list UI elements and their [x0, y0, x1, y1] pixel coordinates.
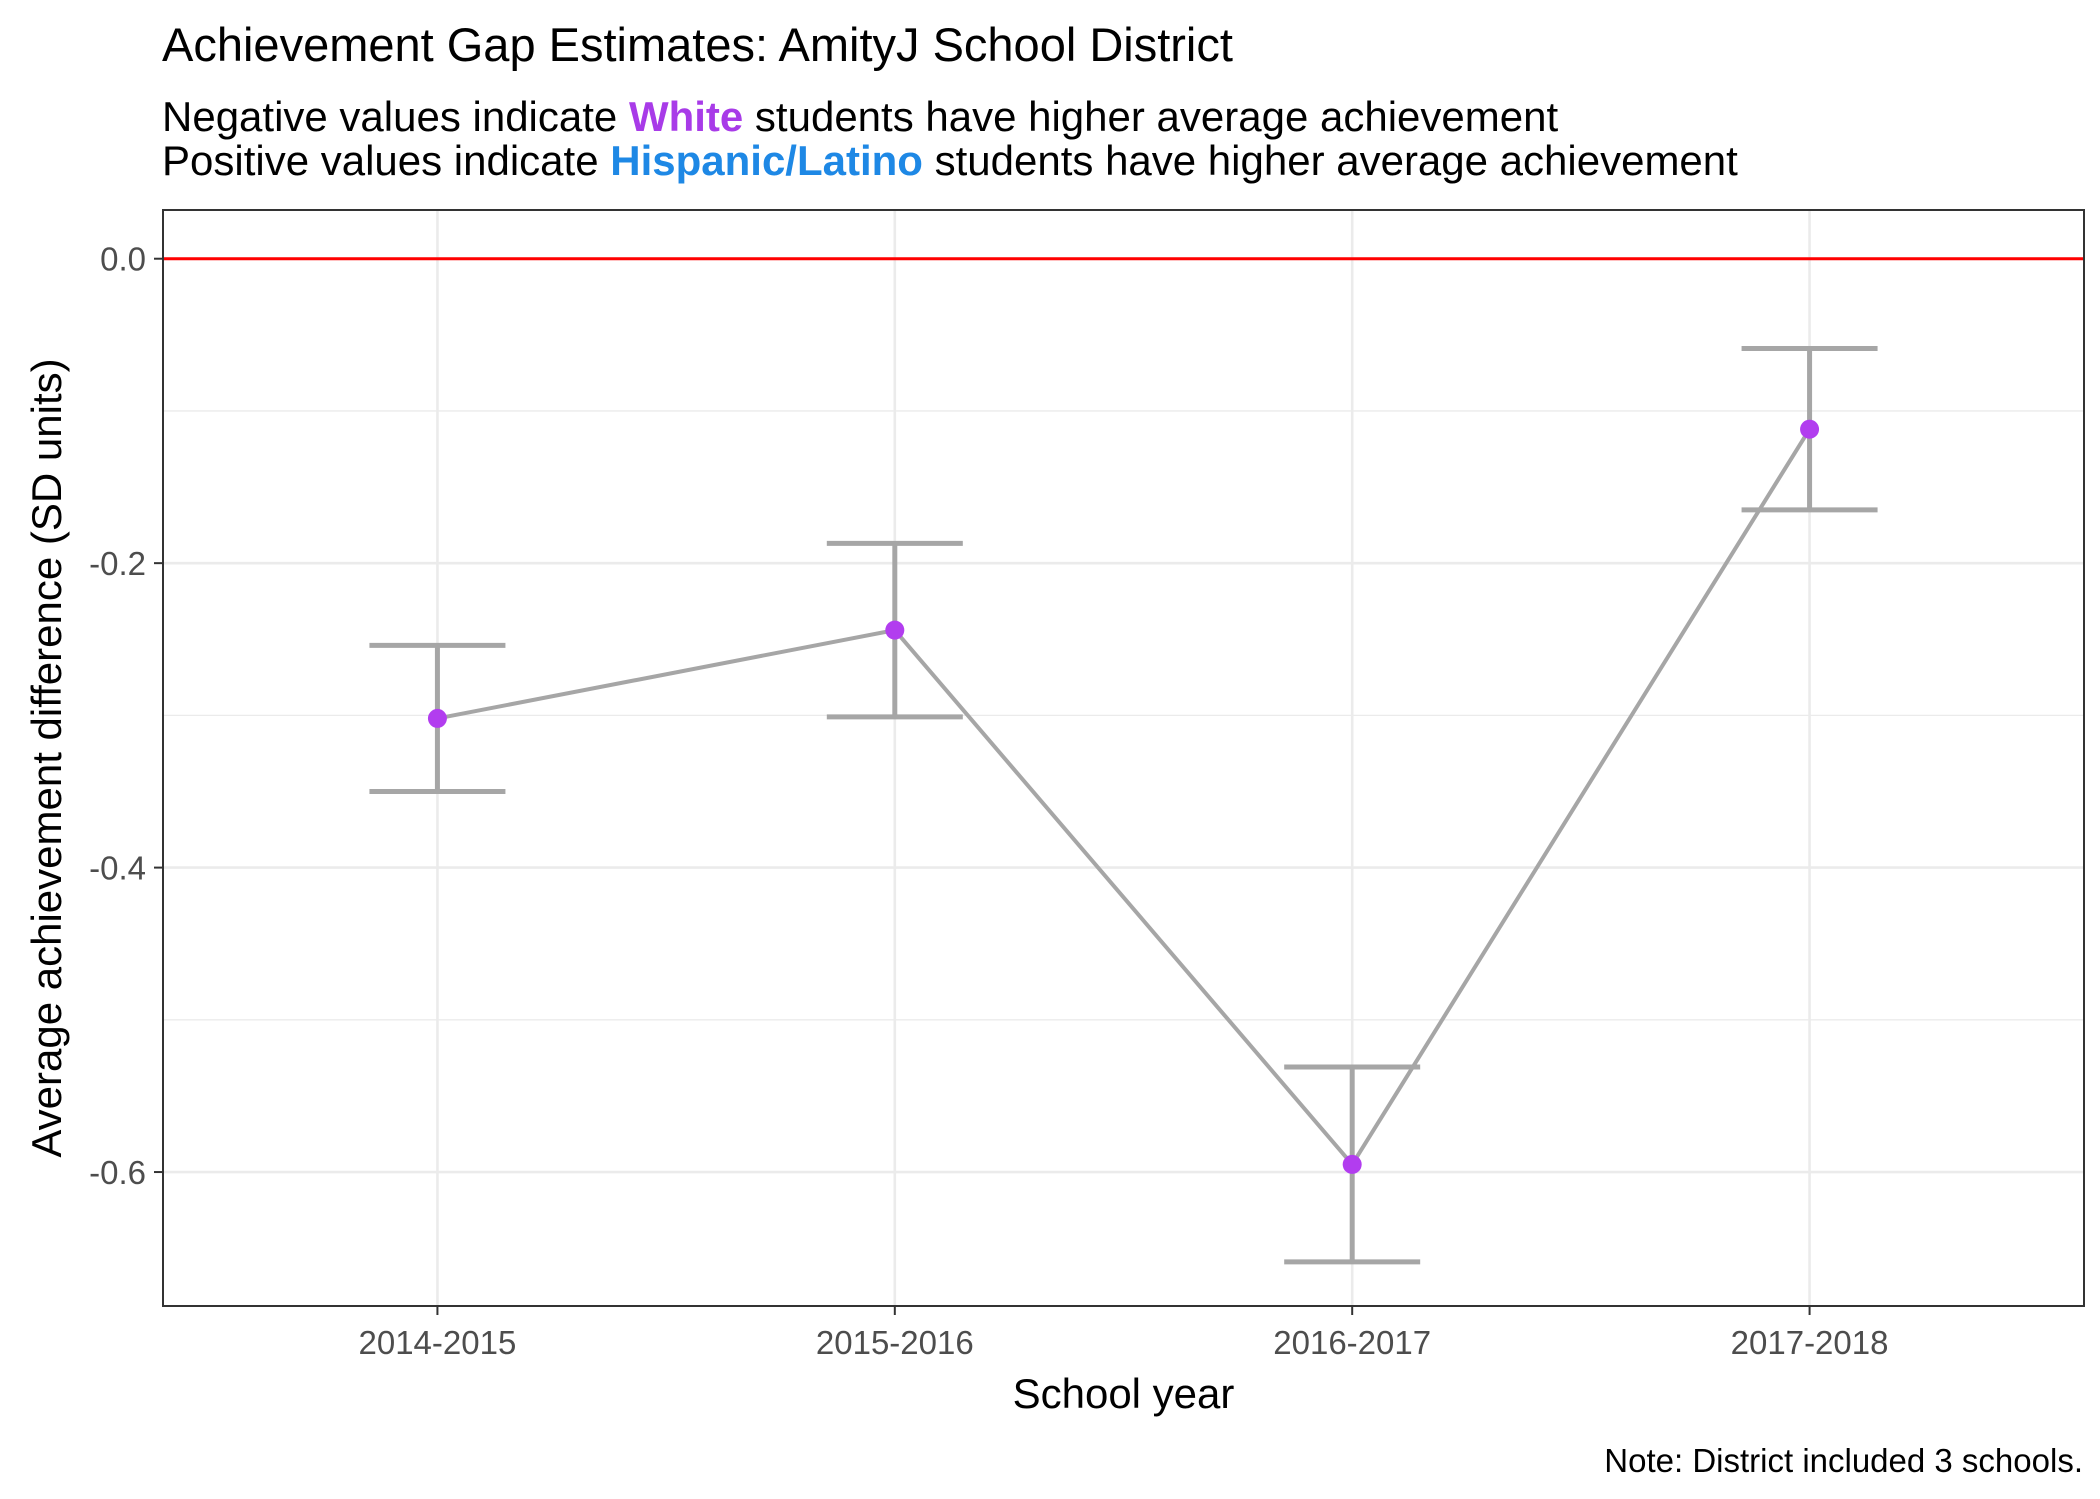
- data-point: [427, 708, 447, 728]
- chart-title: Achievement Gap Estimates: AmityJ School…: [162, 18, 1233, 71]
- x-tick-label: 2017-2018: [1731, 1324, 1889, 1361]
- x-axis-title: School year: [1013, 1370, 1235, 1417]
- minor-gridlines: [163, 410, 2084, 1021]
- y-axis: 0.0 -0.2 -0.4 -0.6: [89, 241, 163, 1191]
- y-tick-label: 0.0: [100, 241, 146, 278]
- y-tick-label: -0.2: [89, 545, 146, 582]
- data-point: [1342, 1154, 1362, 1174]
- footnote: Note: District included 3 schools.: [1604, 1442, 2083, 1479]
- subtitle-2-suffix: students have higher average achievement: [923, 137, 1738, 184]
- x-axis: 2014-2015 2015-2016 2016-2017 2017-2018: [359, 1306, 1889, 1361]
- x-tick-label: 2015-2016: [816, 1324, 974, 1361]
- subtitle-2-group-hispanic: Hispanic/Latino: [610, 137, 923, 184]
- gap-points: [427, 419, 1820, 1174]
- major-gridlines: [163, 210, 2084, 1306]
- y-axis-title: Average achievement difference (SD units…: [23, 358, 70, 1157]
- data-point: [1800, 419, 1820, 439]
- subtitle-1-suffix: students have higher average achievement: [743, 93, 1558, 140]
- error-bars: [369, 346, 1878, 1265]
- subtitle-line-2: Positive values indicate Hispanic/Latino…: [162, 137, 1738, 184]
- subtitle-1-group-white: White: [629, 93, 743, 140]
- subtitle-line-1: Negative values indicate White students …: [162, 93, 1558, 140]
- data-point: [885, 620, 905, 640]
- gap-line: [437, 428, 1812, 1168]
- subtitle-2-prefix: Positive values indicate: [162, 137, 610, 184]
- y-tick-label: -0.4: [89, 850, 146, 887]
- x-tick-label: 2016-2017: [1273, 1324, 1431, 1361]
- x-tick-label: 2014-2015: [359, 1324, 517, 1361]
- y-tick-label: -0.6: [89, 1154, 146, 1191]
- gap-series: [437, 428, 1812, 1168]
- subtitle-1-prefix: Negative values indicate: [162, 93, 629, 140]
- panel-border: [162, 209, 2085, 1307]
